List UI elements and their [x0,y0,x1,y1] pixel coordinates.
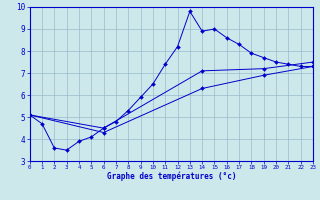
X-axis label: Graphe des températures (°c): Graphe des températures (°c) [107,171,236,181]
